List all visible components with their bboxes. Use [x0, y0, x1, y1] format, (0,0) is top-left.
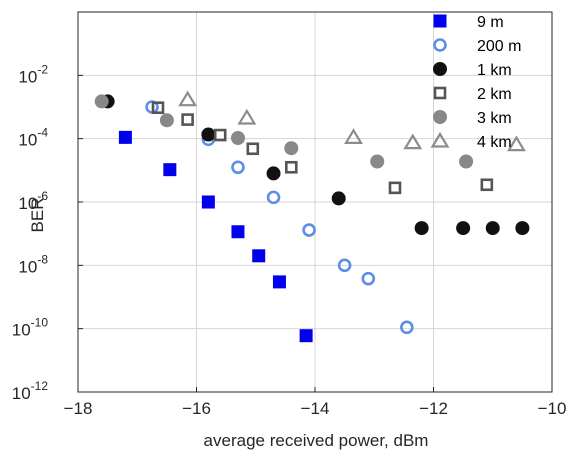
legend-marker: [433, 38, 447, 52]
x-tick-label: −18: [64, 399, 93, 418]
data-point: [237, 108, 257, 125]
x-tick-label: −10: [538, 399, 567, 418]
x-tick-label: −16: [182, 399, 211, 418]
legend: 9 m 200 m 1 km 2 km 3 km 4 km: [430, 14, 521, 151]
y-tick-label: 10-4: [18, 126, 48, 150]
data-point: [118, 130, 132, 144]
legend-label: 3 km: [477, 110, 512, 127]
y-tick-label: 10-10: [12, 316, 49, 340]
data-point: [344, 128, 363, 144]
legend-marker: [433, 14, 447, 28]
data-point: [400, 320, 414, 335]
data-point: [231, 160, 245, 175]
data-point: [485, 221, 500, 236]
data-point: [266, 166, 281, 181]
data-point: [230, 130, 245, 145]
data-point: [163, 163, 177, 177]
data-point: [331, 191, 346, 206]
legend-marker: [433, 62, 447, 76]
data-point: [403, 133, 423, 150]
data-point: [515, 221, 530, 236]
series-4-km: [178, 90, 526, 152]
data-point: [94, 94, 109, 109]
grid-lines: [78, 12, 552, 392]
data-point: [201, 127, 216, 142]
data-point: [266, 190, 281, 205]
data-point: [456, 221, 471, 236]
y-tick-label: 10-8: [18, 252, 48, 276]
y-tick-label: 10-6: [18, 189, 48, 213]
data-point: [480, 178, 494, 192]
legend-label: 4 km: [477, 134, 512, 151]
legend-marker: [433, 110, 447, 124]
data-point: [459, 154, 474, 169]
data-point: [181, 113, 194, 126]
series-9-m: [118, 130, 313, 343]
legend-marker: [430, 131, 450, 148]
legend-label: 200 m: [477, 38, 521, 55]
data-point: [213, 128, 227, 142]
legend-label: 2 km: [477, 86, 512, 103]
x-tick-label: −14: [301, 399, 330, 418]
y-tick-label: 10-2: [18, 62, 48, 86]
data-point: [159, 113, 174, 128]
data-point: [284, 141, 299, 156]
legend-label: 1 km: [477, 62, 512, 79]
legend-label: 9 m: [477, 14, 504, 31]
data-point: [337, 258, 352, 273]
data-point: [299, 329, 313, 343]
data-point: [201, 195, 215, 209]
axis-ticks: −18 −16 −14 −12 −10 10-2 10-4 10-6 10-8 10-10 10-1…: [12, 62, 567, 418]
y-axis-label: BER: [28, 198, 47, 233]
legend-marker: [433, 86, 447, 100]
data-point: [178, 90, 198, 107]
data-point: [361, 271, 376, 286]
data-point: [252, 249, 266, 263]
data-point: [507, 135, 526, 152]
data-point: [272, 275, 286, 289]
data-point: [414, 221, 429, 236]
series-2-km: [151, 101, 494, 195]
series-200-m: [145, 100, 414, 335]
data-point: [246, 142, 260, 156]
data-point: [231, 225, 245, 239]
x-tick-label: −12: [419, 399, 448, 418]
data-point: [370, 154, 385, 169]
x-axis-label: average received power, dBm: [204, 431, 429, 450]
data-point: [151, 101, 165, 115]
data-marks: [94, 90, 530, 343]
data-point: [388, 181, 402, 195]
y-tick-label: 10-12: [12, 379, 49, 403]
data-point: [284, 160, 298, 174]
series-3-km: [94, 94, 474, 169]
data-point: [302, 223, 316, 237]
